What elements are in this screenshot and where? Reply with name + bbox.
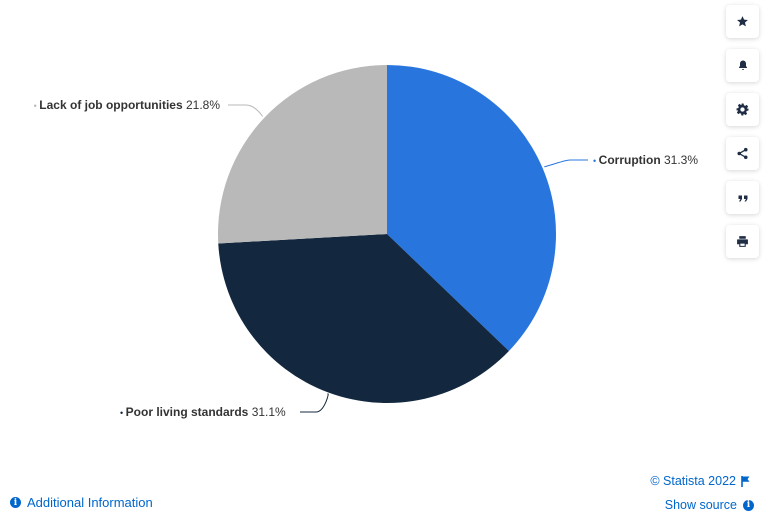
connector-line [228,104,264,117]
share-button[interactable] [726,137,759,170]
star-icon [737,16,748,27]
additional-information-link[interactable]: i Additional Information [10,495,153,510]
data-label: • Poor living standards 31.1% [120,405,286,419]
statista-credit[interactable]: © Statista 2022 [650,474,751,488]
data-label: • Corruption 31.3% [593,153,698,167]
data-label-name: Poor living standards [126,405,252,419]
print-button[interactable] [726,225,759,258]
cite-button[interactable] [726,181,759,214]
pie-slice-poor-living-standards[interactable] [218,234,509,404]
additional-information-label: Additional Information [27,495,153,510]
info-icon: i [10,497,21,508]
label-bullet: • [120,408,126,418]
credit-label: © Statista 2022 [650,474,736,488]
show-source-link[interactable]: Show source i [665,498,754,512]
favorite-button[interactable] [726,5,759,38]
data-label-name: Corruption [599,153,664,167]
bell-icon [738,60,747,70]
flag-icon [741,475,750,487]
gear-icon [736,103,749,116]
notification-button[interactable] [726,49,759,82]
data-label-value: 21.8% [186,98,220,112]
data-label-name: Lack of job opportunities [39,98,186,112]
settings-button[interactable] [726,93,759,126]
printer-icon [737,236,748,247]
info-icon: i [743,499,754,511]
label-bullet: • [593,156,599,166]
data-label: • Lack of job opportunities 21.8% [34,98,221,112]
data-label-value: 31.1% [252,405,286,419]
share-icon [737,147,748,160]
data-label-value: 31.3% [664,153,698,167]
quote-icon [738,195,747,201]
label-bullet: • [34,101,40,111]
pie-slice-corruption[interactable] [387,65,556,352]
chart-toolbar [726,5,759,269]
show-source-label: Show source [664,498,737,512]
connector-line [544,159,588,168]
connector-line [300,393,329,413]
pie-slice-lack-of-job-opportunities[interactable] [218,65,387,244]
